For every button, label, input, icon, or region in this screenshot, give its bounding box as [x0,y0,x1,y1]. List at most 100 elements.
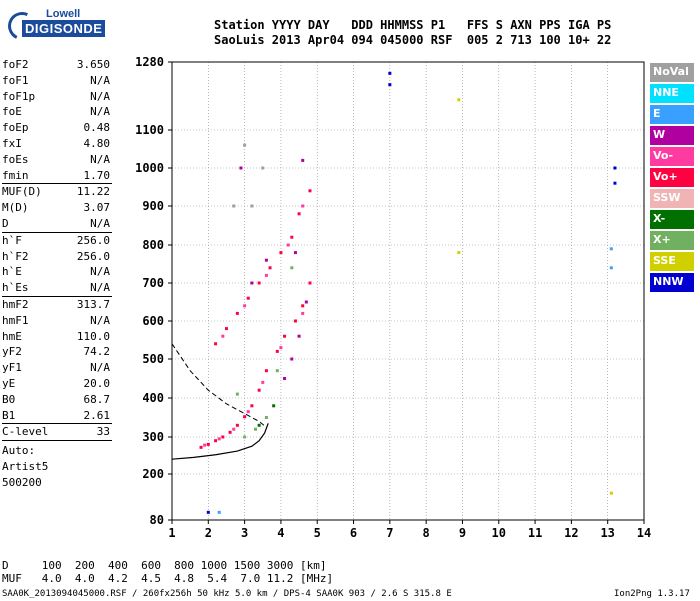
param-value: N/A [90,152,110,166]
y-tick-label: 600 [142,314,164,328]
separator [2,183,112,185]
param-row: h`E N/A [2,264,110,280]
y-tick-label: 1000 [135,161,164,175]
data-point [609,491,613,495]
y-tick-label: 1280 [135,55,164,69]
data-point [221,334,225,338]
y-tick-label: 400 [142,391,164,405]
param-row: yE 20.0 [2,376,110,392]
param-row: hmF1 N/A [2,313,110,329]
series-noval-points [232,143,265,208]
legend-item: NoVal [650,63,694,82]
param-value: N/A [90,313,110,327]
param-name: h`E [2,265,22,279]
data-point [457,251,461,255]
param-name: hmF2 [2,297,29,311]
data-point [232,204,236,208]
series-x-points [257,404,276,427]
x-tick-label: 6 [350,526,357,540]
param-name: foEs [2,152,29,166]
param-value: 20.0 [83,376,111,390]
y-axis-ticks: 80 200 300 400 500 600 700 800 900 1000 1100 1280 [135,55,172,527]
param-name: foE [2,105,22,119]
auto-program: Artist5 [2,460,49,474]
param-row: h`Es N/A [2,280,110,296]
data-point [286,243,290,247]
data-point [308,189,312,193]
data-point [279,251,283,255]
param-name: h`F [2,233,22,247]
param-value: 2.61 [83,408,111,422]
data-point [257,388,261,392]
y-tick-label: 80 [150,513,164,527]
scaled-parameters: foF2 3.650 foF1 N/A foF1p N/A foE N/A foEp 0.48 fx… [2,57,112,491]
param-value: 4.80 [83,136,111,150]
data-point [279,346,283,350]
separator [2,231,112,233]
legend-item: NNE [650,84,694,103]
x-tick-label: 10 [492,526,506,540]
param-value: N/A [90,281,110,295]
data-point [275,349,279,353]
file-info: SAA0K_2013094045000.RSF / 260fx256h 50 k… [2,589,452,599]
data-point [257,423,261,427]
series-nnw-points [206,71,617,514]
legend-item: W [650,126,694,145]
data-point [609,266,613,270]
data-point [246,296,250,300]
y-tick-label: 1100 [135,123,164,137]
x-tick-label: 12 [564,526,578,540]
series-x-points [235,266,294,439]
data-point [217,510,221,514]
param-name: D [2,216,9,230]
data-point [199,445,203,449]
data-point [217,437,221,441]
param-value: 68.7 [83,392,111,406]
parameter-group-critical-frequencies: foF2 3.650 foF1 N/A foF1p N/A foE N/A foEp 0.48 fx… [2,57,110,183]
station-header: Station YYYY DAY DDD HHMMSS P1 FFS S AXN… [214,18,611,48]
data-point [293,251,297,255]
param-row: B1 2.61 [2,408,110,424]
param-value: 256.0 [76,233,110,247]
y-tick-label: 300 [142,430,164,444]
param-name: yF1 [2,361,22,375]
y-tick-label: 200 [142,467,164,481]
auto-code: 500200 [2,476,42,490]
data-point [243,304,247,308]
series-vo-points [199,189,312,449]
data-point [246,410,250,414]
chart-data-layer [171,71,617,514]
data-point [301,304,305,308]
x-tick-label: 5 [314,526,321,540]
separator [2,295,112,297]
data-point [235,423,239,427]
data-point [235,392,239,396]
autoscaling-info: Auto: Artist5 500200 [2,441,110,491]
param-value: 313.7 [76,297,110,311]
data-point [297,334,301,338]
param-value: 3.650 [76,58,110,71]
data-point [250,281,254,285]
data-point [613,181,617,185]
param-name: foF2 [2,58,29,71]
distance-row: D 100 200 400 600 800 1000 1500 3000 [km… [2,559,327,572]
data-point [301,204,305,208]
param-value: N/A [90,89,110,103]
param-name: B1 [2,408,16,422]
data-point [214,342,218,346]
param-value: 110.0 [76,329,110,343]
param-row-c-level: C-level 33 [2,424,110,440]
legend-item: X- [650,210,694,229]
data-point [457,98,461,102]
x-tick-label: 8 [423,526,430,540]
param-name: hmE [2,329,22,343]
data-point [235,311,239,315]
series-vo-points [203,204,305,447]
logo-product: DIGISONDE [22,20,106,37]
param-row: foEp 0.48 [2,120,110,136]
param-value: N/A [90,73,110,87]
data-point [243,415,247,419]
parameter-group-true-heights: hmF2 313.7 hmF1 N/A hmE 110.0 yF2 74.2 yF1 N/A yE 2… [2,297,110,423]
data-point [214,439,218,443]
data-point [221,435,225,439]
